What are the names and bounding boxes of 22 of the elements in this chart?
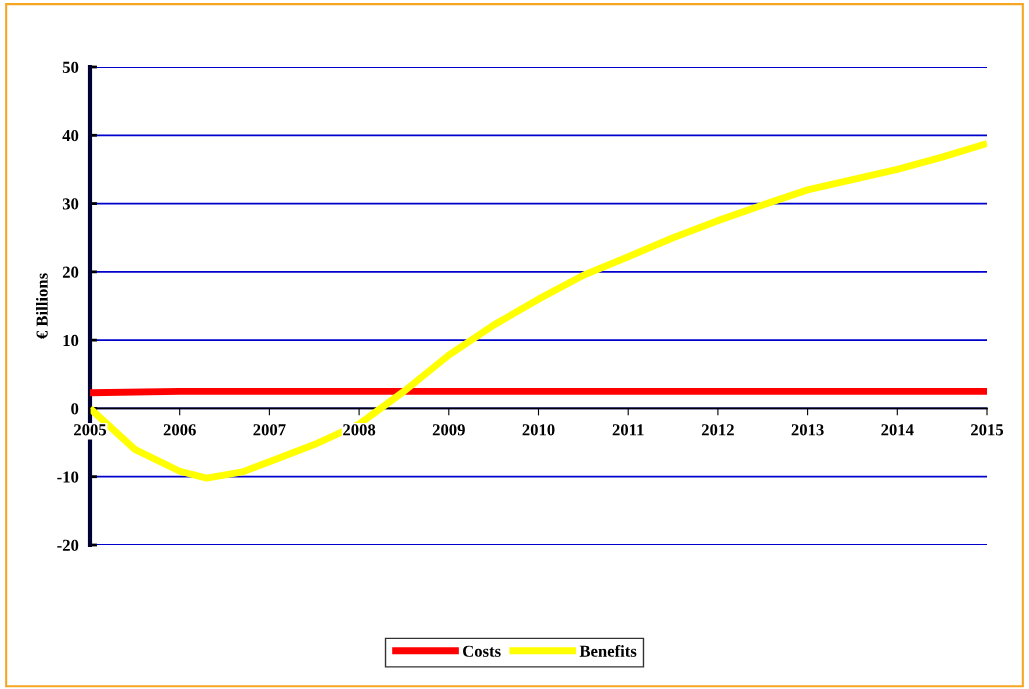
y-tick-label: -20 — [57, 539, 79, 551]
x-tick-label: 2012 — [701, 424, 734, 436]
y-tick-label: 20 — [62, 266, 79, 278]
x-tick-label: 2006 — [163, 424, 196, 436]
x-tick-label: 2005 — [74, 424, 107, 436]
x-tick-label: 2011 — [612, 424, 644, 436]
x-tick-label: 2008 — [343, 424, 376, 436]
x-tick-label: 2009 — [432, 424, 465, 436]
y-axis-title: € Billions — [36, 273, 48, 339]
y-tick-label: 40 — [62, 129, 79, 142]
x-tick-label: 2014 — [881, 424, 914, 436]
legend-label: Benefits — [579, 644, 637, 657]
y-tick-label: 50 — [62, 61, 79, 73]
y-tick-label: 30 — [62, 198, 79, 210]
y-tick-label: -10 — [57, 471, 79, 483]
legend-label: Costs — [463, 645, 501, 657]
y-tick-label: 0 — [71, 403, 79, 415]
y-tick-label: 10 — [63, 334, 79, 347]
x-tick-label: 2015 — [971, 424, 1004, 436]
x-tick-label: 2010 — [522, 424, 555, 436]
x-tick-label: 2013 — [791, 424, 824, 436]
x-tick-label: 2007 — [253, 424, 286, 436]
